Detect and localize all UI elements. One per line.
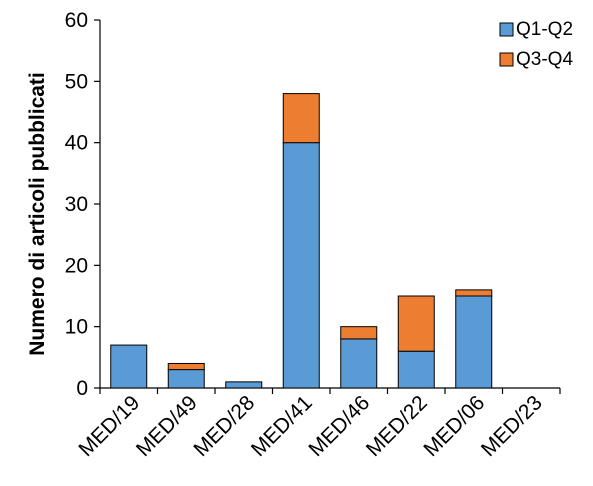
bar-q1-q2-med-46 [340, 338, 378, 389]
x-tick-label: MED/46 [304, 391, 374, 461]
bar-q1-q2-med-19 [110, 344, 148, 389]
bar-q1-q2-med-28 [225, 381, 263, 389]
x-tick-label: MED/22 [362, 391, 432, 461]
bar-q3-q4-med-22 [397, 295, 435, 352]
bar-q1-q2-med-41 [282, 142, 320, 389]
x-tick-label: MED/28 [189, 391, 259, 461]
bar-q3-q4-med-41 [282, 93, 320, 144]
y-tick-label: 40 [65, 132, 88, 155]
bars [110, 93, 493, 389]
bar-q3-q4-med-49 [167, 362, 205, 371]
x-axis-ticks: MED/19MED/49MED/28MED/41MED/46MED/22MED/… [74, 388, 561, 461]
bar-q1-q2-med-22 [397, 350, 435, 389]
y-tick-label: 50 [65, 70, 88, 93]
y-tick-label: 30 [65, 193, 88, 216]
y-tick-label: 10 [65, 316, 88, 339]
y-axis-title: Numero di articoli pubblicati [26, 72, 49, 356]
legend: Q1-Q2 Q3-Q4 [499, 19, 573, 70]
y-axis-ticks: 0 10 20 30 40 50 60 [65, 9, 100, 400]
x-tick-label: MED/06 [419, 391, 489, 461]
bar-q1-q2-med-49 [167, 369, 205, 389]
bar-q3-q4-med-46 [340, 326, 378, 340]
y-tick-label: 60 [65, 9, 88, 32]
bar-q1-q2-med-06 [455, 295, 493, 389]
x-tick-label: MED/41 [247, 391, 317, 461]
x-tick-label: MED/49 [132, 391, 202, 461]
x-tick-label: MED/19 [74, 391, 144, 461]
legend-label: Q1-Q2 [516, 19, 573, 40]
y-tick-label: 0 [76, 377, 88, 400]
y-axis-title-group: Numero di articoli pubblicati [26, 72, 49, 356]
legend-swatch [499, 22, 514, 37]
x-tick-label: MED/23 [477, 391, 547, 461]
legend-swatch [499, 52, 514, 67]
bar-q3-q4-med-06 [455, 289, 493, 297]
y-tick-label: 20 [65, 254, 88, 277]
legend-label: Q3-Q4 [516, 49, 573, 70]
